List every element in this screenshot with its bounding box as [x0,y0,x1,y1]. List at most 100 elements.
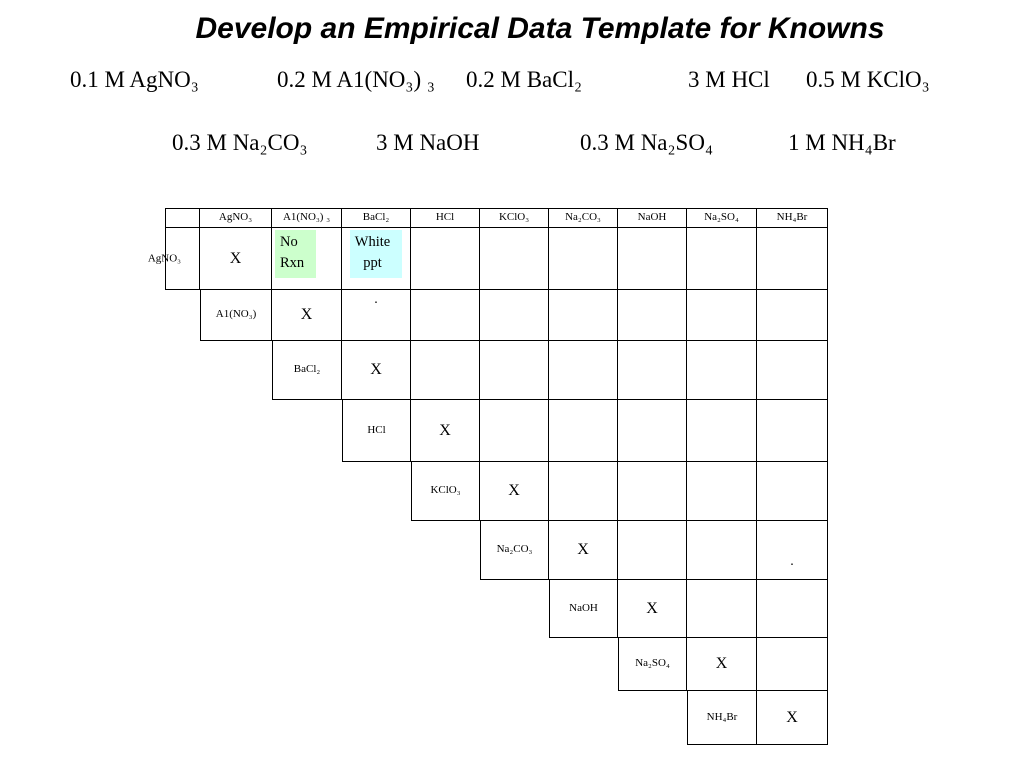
matrix-cell: X [757,691,828,745]
matrix-cell: White ppt [342,228,411,290]
matrix-cell [480,400,549,462]
column-header: BaCl₂ [342,208,411,228]
column-header: Na₂SO₄ [687,208,757,228]
matrix-row: AgNO₃ X No Rxn White ppt [148,228,828,290]
matrix-cell [687,290,757,341]
matrix-cell: X [272,290,342,341]
matrix-cell [549,462,618,521]
row-label-cell: Na₂SO₄ [618,638,687,691]
solution-item: 1 M NH₄Br [788,130,896,155]
x-mark: X [577,541,589,559]
row-label-cell: A1(NO₃) [200,290,272,341]
matrix-cell: . [757,521,828,580]
row-label-cell: BaCl₂ [272,341,342,400]
row-label-cell: NH₄Br [687,691,757,745]
column-header: AgNO₃ [200,208,272,228]
solution-item: 0.5 M KClO₃ [806,67,930,92]
matrix-cell [687,228,757,290]
matrix-cell [757,228,828,290]
column-header-label: NaOH [637,211,667,224]
matrix-cell: X [342,341,411,400]
column-header: NH₄Br [757,208,828,228]
matrix-cell [687,521,757,580]
matrix-cell [480,341,549,400]
matrix-cell: X [618,580,687,638]
solution-item: 3 M HCl [688,67,770,92]
column-header-label: A1(NO₃) ₃ [282,211,331,224]
matrix-cell [687,341,757,400]
matrix-cell: X [687,638,757,691]
matrix-cell [618,400,687,462]
solution-item: 3 M NaOH [376,130,480,155]
row-label-cell: NaOH [549,580,618,638]
matrix-row: Na₂CO₃ X. [480,521,828,580]
matrix-cell [480,290,549,341]
matrix-cell: X [411,400,480,462]
matrix-row: A1(NO₃) X. [200,290,828,341]
row-label: Na₂CO₃ [496,543,533,556]
matrix-cell [757,400,828,462]
dot-mark: . [790,554,794,570]
matrix-cell [618,228,687,290]
solution-item: 0.3 M Na₂CO₃ [172,130,308,155]
matrix-cell [687,400,757,462]
row-label: NaOH [569,601,598,614]
solution-item: 0.3 M Na₂SO₄ [580,130,713,155]
x-mark: X [508,482,520,500]
column-header: NaOH [618,208,687,228]
matrix-row: KClO₃ X [411,462,828,521]
matrix-cell: . [342,290,411,341]
matrix-cell [549,290,618,341]
row-label-cell: Na₂CO₃ [480,521,549,580]
row-label-cell: AgNO₃ [148,228,200,290]
x-mark: X [370,361,382,379]
matrix-cell [757,580,828,638]
row-label: NH₄Br [706,710,738,723]
solution-item: 0.2 M A1(NO₃) ₃ [277,67,435,92]
matrix-header-row: AgNO₃ A1(NO₃) ₃ BaCl₂ HCl KClO₃ Na₂CO₃ NaOH Na₂… [165,208,828,228]
matrix-row: HCl X [342,400,828,462]
column-header-label: HCl [435,211,455,224]
matrix-cell [618,290,687,341]
row-label-cell: HCl [342,400,411,462]
row-label: A1(NO₃) [215,308,257,321]
matrix-cell [757,290,828,341]
slide-title: Develop an Empirical Data Template for K… [195,12,885,45]
matrix-cell [549,400,618,462]
row-label: Na₂SO₄ [635,657,670,670]
matrix-row: NH₄Br X [687,691,828,745]
matrix-row: BaCl₂ X [272,341,828,400]
matrix-cell [618,462,687,521]
column-header: HCl [411,208,480,228]
solution-item: 0.1 M AgNO₃ [70,67,199,92]
x-mark: X [646,599,658,617]
column-header-label: Na₂CO₃ [565,211,601,224]
column-header [165,208,200,228]
matrix-cell [411,228,480,290]
dot-mark: . [374,292,378,307]
column-header-label: NH₄Br [776,211,808,224]
matrix-cell: X [200,228,272,290]
matrix-row: NaOH X [549,580,828,638]
row-label: KClO₃ [430,484,461,497]
x-mark: X [439,421,451,439]
column-header-label: AgNO₃ [218,211,253,224]
matrix-cell [687,580,757,638]
x-mark: X [786,708,798,726]
solution-item: 0.2 M BaCl₂ [466,67,582,92]
x-mark: X [300,306,313,324]
matrix-cell [757,462,828,521]
matrix-cell [757,638,828,691]
matrix-cell [480,228,549,290]
matrix-cell [618,521,687,580]
matrix-cell [618,341,687,400]
x-mark: X [715,655,728,673]
observation-note: No Rxn [275,230,317,279]
observation-note: White ppt [349,230,403,279]
matrix-cell [757,341,828,400]
matrix-cell: X [549,521,618,580]
matrix-cell [549,228,618,290]
matrix-cell [411,341,480,400]
matrix-cell: No Rxn [272,228,342,290]
